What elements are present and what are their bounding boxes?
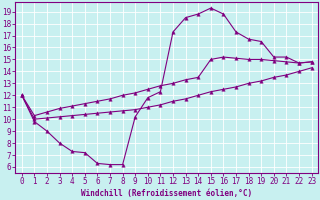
X-axis label: Windchill (Refroidissement éolien,°C): Windchill (Refroidissement éolien,°C) <box>81 189 252 198</box>
